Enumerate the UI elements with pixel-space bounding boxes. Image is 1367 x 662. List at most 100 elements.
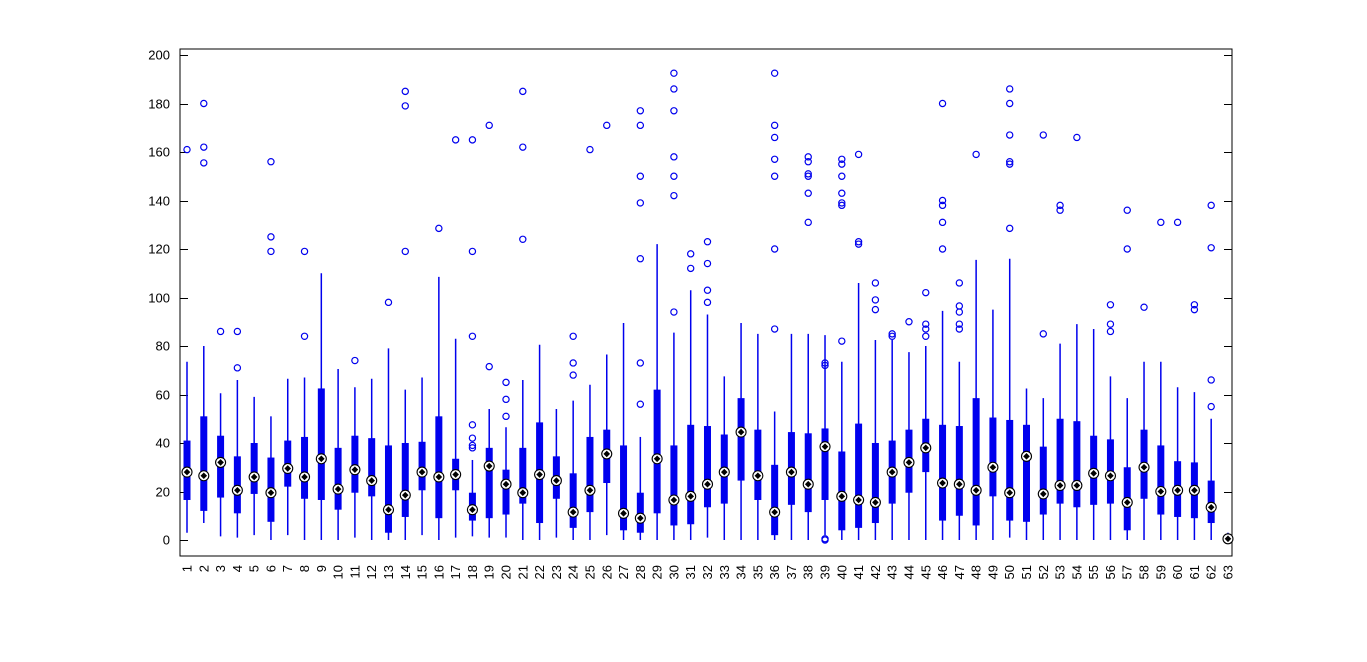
iqr-box xyxy=(1023,424,1030,522)
outlier-marker xyxy=(687,264,695,273)
outlier-marker xyxy=(905,318,913,326)
x-tick-label: 54 xyxy=(1069,565,1084,579)
outlier-marker xyxy=(216,327,225,336)
outlier-marker xyxy=(1006,85,1014,93)
box-group-8 xyxy=(298,247,311,540)
box-group-63 xyxy=(1222,532,1234,545)
outlier-marker xyxy=(384,298,393,307)
outlier-marker xyxy=(838,155,846,163)
outlier-marker xyxy=(804,170,812,178)
outlier-marker xyxy=(519,235,527,243)
x-axis: 1 2 3 4 5 6 7 8 9 10 11 12 13 14 15 16 17 18 19 20 21 22 23 24 2… xyxy=(180,565,1236,579)
outlier-marker xyxy=(955,302,964,310)
x-tick-label: 36 xyxy=(767,565,782,579)
x-tick-label: 27 xyxy=(616,565,631,579)
iqr-box xyxy=(754,429,762,500)
iqr-box xyxy=(334,447,342,510)
box-group-23 xyxy=(550,409,562,538)
median-diamond xyxy=(821,443,829,450)
x-tick-label: 56 xyxy=(1103,565,1118,579)
outlier-marker xyxy=(854,150,863,159)
iqr-box xyxy=(972,398,980,526)
outlier-marker xyxy=(703,259,712,268)
median-diamond xyxy=(637,514,644,522)
median-diamond xyxy=(603,450,611,458)
plot-frame xyxy=(179,48,1233,557)
outlier-marker xyxy=(770,155,779,163)
box-group-24 xyxy=(567,332,579,540)
median-diamond xyxy=(553,477,560,484)
outlier-marker xyxy=(636,255,645,263)
x-tick-label: 19 xyxy=(482,565,497,579)
median-diamond xyxy=(452,471,459,478)
x-tick-label: 58 xyxy=(1137,565,1152,579)
x-tick-label: 59 xyxy=(1153,565,1168,579)
box-group-37 xyxy=(785,333,797,540)
iqr-box xyxy=(1039,446,1047,515)
outlier-marker xyxy=(435,224,443,233)
iqr-box xyxy=(821,428,829,500)
outlier-marker xyxy=(955,325,964,333)
box-group-59 xyxy=(1155,218,1167,540)
median-diamond xyxy=(838,493,846,500)
outlier-marker xyxy=(955,308,964,316)
outlier-marker xyxy=(838,189,846,197)
outlier-marker xyxy=(770,121,779,130)
outlier-marker xyxy=(1207,402,1215,411)
median-diamond xyxy=(1073,482,1081,489)
outlier-marker xyxy=(922,320,930,328)
outlier-marker xyxy=(351,356,359,365)
x-tick-label: 31 xyxy=(683,565,698,579)
outlier-marker xyxy=(300,332,309,340)
y-axis: 0 20 40 60 80 100 120 140 160 180 200 xyxy=(148,48,1232,548)
box-group-12 xyxy=(366,378,378,540)
outlier-marker xyxy=(519,143,527,151)
x-tick-label: 4 xyxy=(230,565,245,572)
outlier-marker xyxy=(468,434,477,442)
x-tick-label: 13 xyxy=(381,565,396,579)
box-group-26 xyxy=(601,121,613,536)
median-diamond xyxy=(267,489,275,497)
outlier-marker xyxy=(569,359,577,367)
box-group-62 xyxy=(1205,201,1217,540)
median-diamond xyxy=(939,479,946,487)
x-tick-label: 33 xyxy=(717,565,732,579)
x-tick-label: 53 xyxy=(1053,565,1068,579)
iqr-box xyxy=(670,445,678,526)
box-group-15 xyxy=(416,377,428,536)
x-tick-label: 63 xyxy=(1220,565,1235,579)
median-diamond xyxy=(334,485,342,493)
box-group-41 xyxy=(853,150,865,540)
median-diamond xyxy=(888,468,896,476)
outlier-marker xyxy=(502,412,510,421)
x-tick-label: 5 xyxy=(247,565,262,572)
outlier-marker xyxy=(938,201,947,210)
box-group-25 xyxy=(584,145,596,540)
x-tick-label: 28 xyxy=(633,565,648,579)
box-group-40 xyxy=(836,155,848,540)
outlier-marker xyxy=(468,441,477,450)
iqr-box xyxy=(1073,421,1081,508)
outlier-marker xyxy=(670,69,678,77)
outlier-marker xyxy=(1106,320,1115,328)
x-tick-label: 51 xyxy=(1019,565,1034,579)
box-group-61 xyxy=(1188,301,1200,540)
box-group-7 xyxy=(282,378,294,536)
median-diamond xyxy=(620,510,627,517)
box-group-1 xyxy=(181,145,193,533)
outlier-marker xyxy=(485,362,493,371)
x-tick-label: 22 xyxy=(532,565,547,579)
y-tick-label: 200 xyxy=(148,48,170,63)
median-diamond xyxy=(687,493,694,500)
median-diamond xyxy=(569,508,577,516)
iqr-box xyxy=(301,436,309,499)
box-group-28 xyxy=(634,107,646,540)
outlier-marker xyxy=(401,102,409,110)
outlier-marker xyxy=(1190,301,1199,309)
x-tick-label: 10 xyxy=(331,565,346,579)
median-diamond xyxy=(1107,472,1114,480)
median-diamond xyxy=(519,489,527,497)
outlier-marker xyxy=(636,359,645,367)
median-diamond xyxy=(401,491,409,499)
